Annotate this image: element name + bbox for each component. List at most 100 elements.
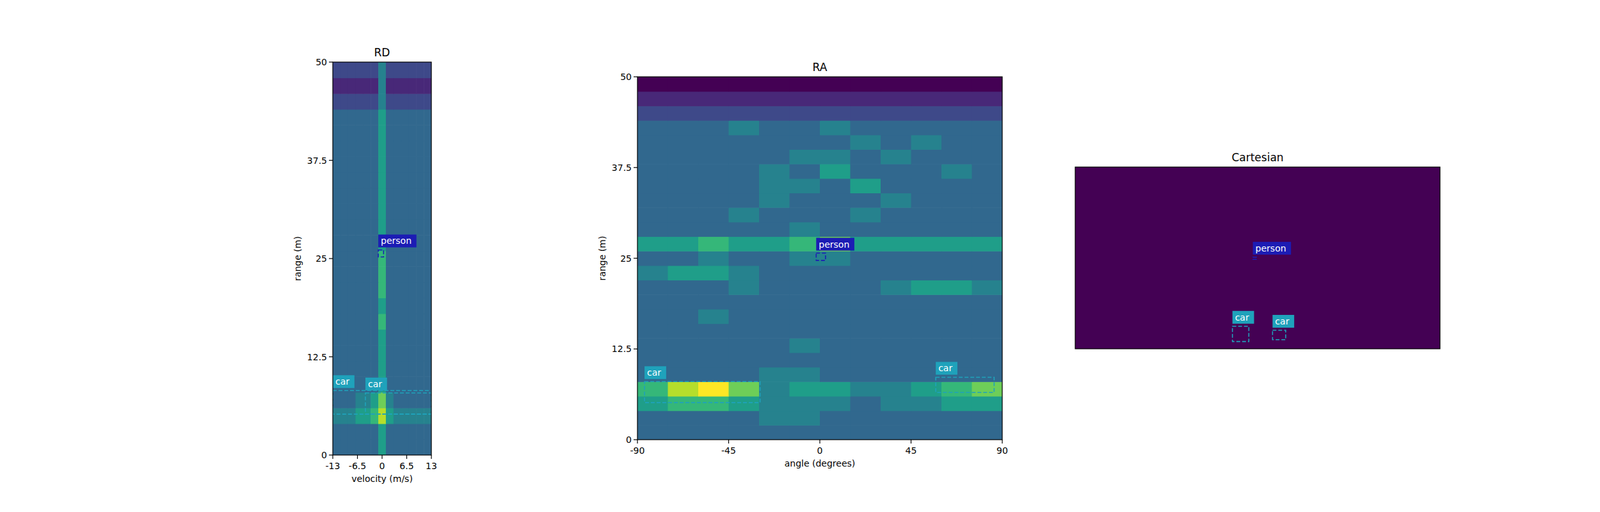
heat-cell: [401, 392, 409, 409]
heat-cell: [819, 424, 851, 440]
heat-cell: [668, 280, 699, 296]
heat-cell: [362, 282, 371, 299]
heat-cell: [408, 124, 416, 141]
heat-cell: [941, 135, 973, 150]
heat-cell: [355, 329, 364, 346]
heat-cell: [362, 423, 371, 440]
heat-cell: [759, 163, 790, 179]
heat-cell: [941, 76, 973, 92]
heat-cell: [789, 410, 821, 426]
heat-cell: [789, 337, 821, 353]
heat-cell: [972, 76, 1003, 92]
bounding-box: [378, 249, 384, 257]
heat-cell: [698, 367, 729, 383]
heat-cell: [668, 323, 699, 339]
heat-cell: [911, 280, 943, 296]
heat-cell: [355, 234, 364, 251]
heat-cell: [698, 352, 729, 368]
heat-cell: [819, 222, 851, 237]
heat-cell: [408, 297, 416, 314]
bounding-box: [1232, 326, 1250, 342]
heat-cell: [340, 172, 349, 189]
heat-cell: [401, 407, 409, 424]
heat-cell: [637, 250, 669, 266]
heat-cell: [423, 360, 432, 377]
plot-area: [637, 76, 1003, 440]
heat-cell: [819, 105, 851, 121]
heat-cell: [819, 367, 851, 383]
heat-cell: [332, 266, 341, 283]
heat-cell: [850, 76, 882, 92]
heat-cell: [698, 280, 729, 296]
heat-cell: [972, 424, 1003, 440]
heat-cell: [728, 410, 760, 426]
heat-cell: [698, 178, 729, 194]
heat-cell: [370, 172, 379, 189]
heat-cell: [370, 109, 379, 126]
heat-cell: [698, 105, 729, 121]
heat-cell: [348, 156, 356, 173]
heat-cell: [668, 265, 699, 281]
heat-cell: [728, 294, 760, 310]
heat-cell: [385, 407, 394, 424]
heat-cell: [416, 93, 424, 110]
heat-cell: [668, 309, 699, 324]
heat-cell: [637, 323, 669, 339]
heat-cell: [972, 120, 1003, 136]
heat-cell: [728, 309, 760, 324]
heat-cell: [385, 392, 394, 409]
heat-cell: [378, 407, 386, 424]
axes-frame: [1075, 167, 1440, 349]
heat-cell: [385, 140, 394, 157]
heat-cell: [423, 109, 432, 126]
heat-cell: [668, 207, 699, 223]
heat-cell: [880, 76, 912, 92]
heat-cell: [408, 282, 416, 299]
heat-cell: [385, 266, 394, 283]
heat-cell: [340, 109, 349, 126]
heat-cell: [911, 323, 943, 339]
heat-cell: [362, 172, 371, 189]
heat-cell: [850, 222, 882, 237]
heat-cell: [416, 219, 424, 236]
heat-cell: [941, 337, 973, 353]
heat-cell: [880, 222, 912, 237]
heat-cell: [408, 344, 416, 361]
heat-cell: [759, 222, 790, 237]
heat-cell: [393, 407, 402, 424]
heat-cell: [355, 297, 364, 314]
label-badge: [1253, 241, 1292, 255]
heat-cell: [370, 439, 379, 456]
heat-cell: [348, 219, 356, 236]
heat-cell: [637, 135, 669, 150]
heat-cell: [880, 250, 912, 266]
y-tick: [328, 356, 333, 358]
heat-cell: [759, 265, 790, 281]
heat-cell: [332, 360, 341, 377]
heat-cell: [370, 344, 379, 361]
heat-cell: [911, 222, 943, 237]
heat-cell: [332, 78, 341, 95]
heat-cell: [385, 360, 394, 377]
heat-cell: [348, 124, 356, 141]
y-tick-label: 50: [620, 71, 632, 82]
heat-cell: [340, 203, 349, 220]
heat-cell: [370, 78, 379, 95]
heat-cell: [972, 294, 1003, 310]
heat-cell: [332, 297, 341, 314]
heat-cell: [378, 423, 386, 440]
heat-cell: [698, 91, 729, 107]
heat-cell: [401, 140, 409, 157]
heat-cell: [393, 124, 402, 141]
heat-cell: [698, 337, 729, 353]
heat-cell: [819, 410, 851, 426]
heat-cell: [362, 392, 371, 409]
heat-cell: [423, 439, 432, 456]
heat-cell: [789, 105, 821, 121]
heat-cell: [355, 360, 364, 377]
heat-cell: [789, 178, 821, 194]
heat-cell: [850, 337, 882, 353]
heat-cell: [759, 105, 790, 121]
heat-cell: [850, 192, 882, 208]
heat-cell: [911, 91, 943, 107]
